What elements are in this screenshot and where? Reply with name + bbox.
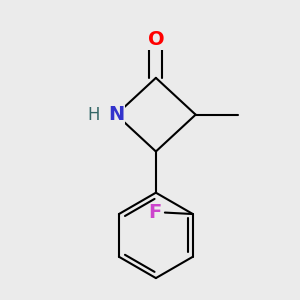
Text: O: O	[148, 30, 164, 49]
Text: H: H	[88, 106, 100, 124]
Text: F: F	[149, 203, 162, 222]
Text: N: N	[108, 105, 124, 124]
